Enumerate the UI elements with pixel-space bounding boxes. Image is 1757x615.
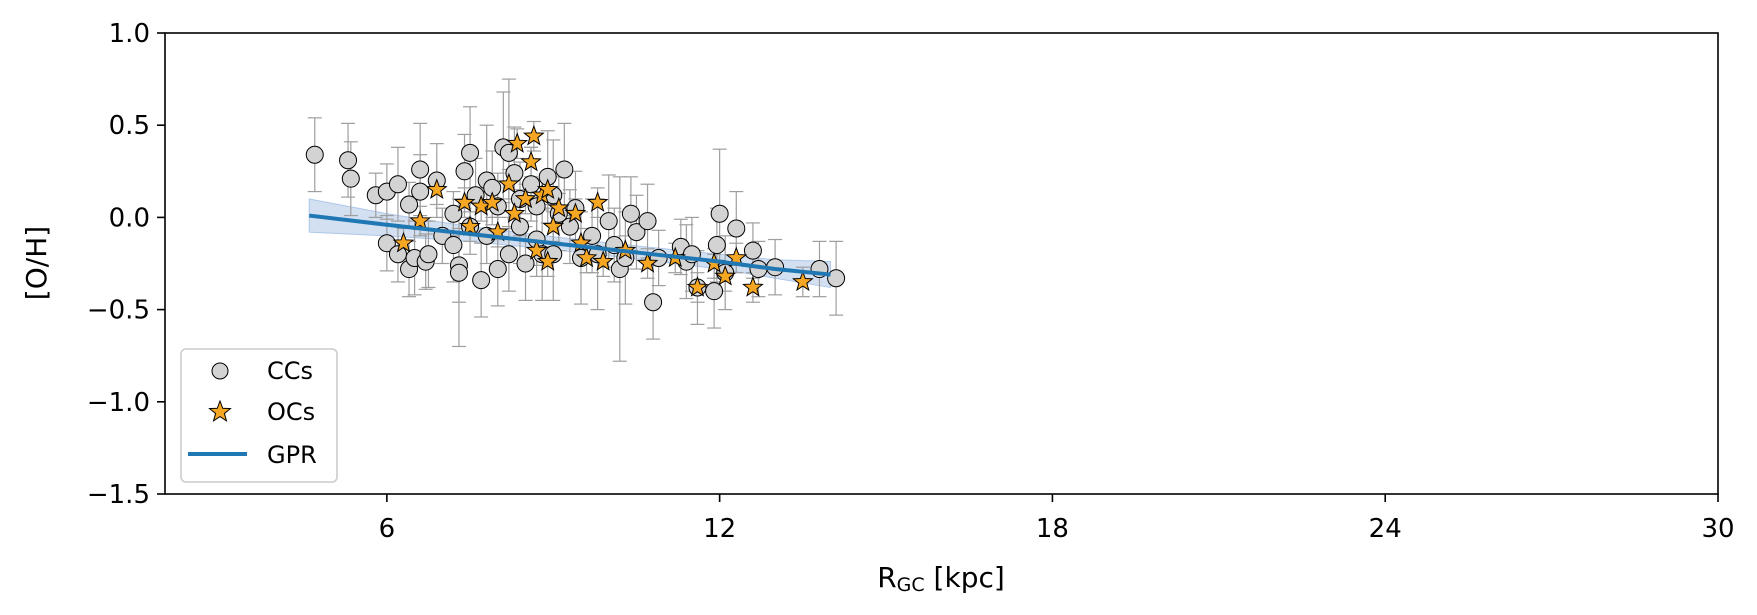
cc-point xyxy=(743,241,762,260)
oc-point xyxy=(742,276,764,297)
oc-point xyxy=(506,132,529,153)
oc-point xyxy=(536,250,559,271)
cc-point xyxy=(419,245,438,264)
cc-point xyxy=(516,254,535,273)
oc-point xyxy=(481,191,504,212)
cc-point xyxy=(341,169,360,188)
cc-point xyxy=(560,217,579,236)
x-tick-label: 24 xyxy=(1369,514,1402,544)
y-tick-label: 1.0 xyxy=(109,19,150,49)
y-tick-label: −1.0 xyxy=(87,388,150,418)
cc-point xyxy=(705,282,724,301)
oc-point xyxy=(453,191,476,212)
cc-point xyxy=(727,219,746,238)
x-tick-label: 30 xyxy=(1701,514,1734,544)
x-tick-label: 6 xyxy=(379,514,396,544)
y-axis-label: [O/H] xyxy=(20,226,53,300)
cc-point xyxy=(305,145,324,164)
legend-frame xyxy=(180,348,338,483)
cc-point xyxy=(472,271,491,290)
oc-point xyxy=(636,252,659,273)
oc-point xyxy=(575,246,598,268)
oc-point xyxy=(522,124,545,146)
cc-point xyxy=(444,204,463,223)
oc-point xyxy=(586,191,609,212)
cc-point xyxy=(400,195,419,214)
oc-point xyxy=(564,202,587,223)
cc-point xyxy=(710,204,729,223)
legend-cc-label: CCs xyxy=(267,357,313,385)
cc-point xyxy=(411,182,430,201)
cc-point xyxy=(461,143,480,162)
oc-point xyxy=(520,150,542,172)
oc-point xyxy=(498,172,520,194)
oc-point xyxy=(547,196,570,218)
cc-point xyxy=(488,260,507,279)
oc-point xyxy=(525,239,548,260)
cc-point xyxy=(388,175,407,194)
cc-point xyxy=(827,269,846,288)
x-tick-label: 18 xyxy=(1036,514,1069,544)
plot-frame xyxy=(164,32,1719,495)
cc-point xyxy=(455,162,474,181)
oc-point xyxy=(542,215,565,236)
oc-point xyxy=(536,178,559,199)
legend-gpr-label: GPR xyxy=(267,441,317,469)
cc-point xyxy=(449,263,468,282)
cc-point xyxy=(638,212,657,231)
oc-point xyxy=(714,264,737,286)
x-axis-label: RGC [kpc] xyxy=(877,561,1005,596)
oc-points xyxy=(392,124,814,297)
y-tick-label: 0.0 xyxy=(109,203,150,233)
cc-point xyxy=(644,293,663,312)
oc-point xyxy=(459,215,481,236)
cc-point xyxy=(522,175,541,194)
cc-point xyxy=(621,204,640,223)
oc-point xyxy=(592,250,615,271)
legend-oc-marker xyxy=(208,399,232,423)
x-axis-ticks: 6 12 18 24 30 xyxy=(379,494,1735,544)
cc-point xyxy=(510,217,529,236)
cc-point xyxy=(599,212,618,231)
cc-point xyxy=(339,151,358,170)
legend-oc-label: OCs xyxy=(267,398,315,426)
oc-point xyxy=(392,231,415,253)
cc-point xyxy=(444,236,463,255)
legend-cc-marker xyxy=(211,362,229,380)
gpr-line xyxy=(308,213,831,277)
oc-point xyxy=(409,209,432,231)
cc-point xyxy=(499,245,518,264)
oc-point xyxy=(514,187,537,209)
cc-point xyxy=(555,160,574,179)
gpr-line-layer xyxy=(308,213,831,277)
oc-point xyxy=(791,270,814,292)
x-tick-label: 12 xyxy=(703,514,736,544)
cc-point xyxy=(411,160,430,179)
y-tick-label: −1.5 xyxy=(87,480,150,510)
oc-point xyxy=(686,276,709,297)
cc-point xyxy=(527,197,546,216)
legend: CCs OCs GPR xyxy=(180,348,338,483)
y-tick-label: −0.5 xyxy=(87,296,150,326)
cc-point xyxy=(377,234,396,253)
oc-point xyxy=(503,202,526,223)
y-axis-ticks: −1.5 −1.0 −0.5 0.0 0.5 1.0 xyxy=(87,19,165,510)
y-tick-label: 0.5 xyxy=(109,111,150,141)
cc-point xyxy=(707,236,726,255)
cc-point xyxy=(627,223,646,242)
oc-point xyxy=(425,178,448,199)
